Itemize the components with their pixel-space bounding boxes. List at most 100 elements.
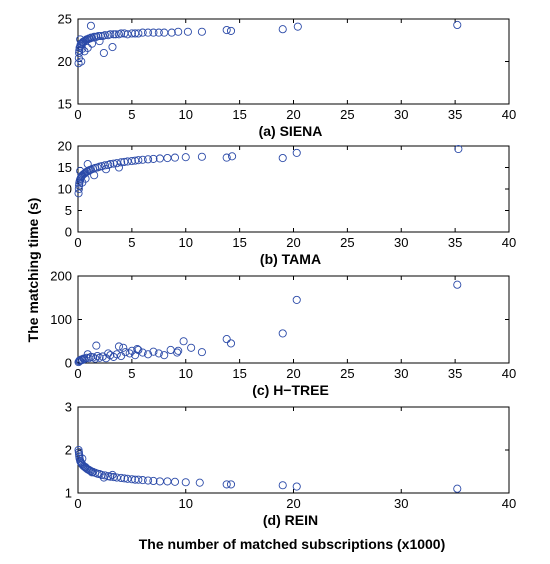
panel-b-tama-data-point	[90, 171, 99, 180]
panel-a-siena-data-point	[174, 27, 183, 36]
panel-d-rein-data-point	[181, 478, 190, 487]
x-axis-label: The number of matched subscriptions (x10…	[139, 536, 446, 552]
panel-b-tama-data-point	[454, 144, 463, 154]
panel-a-siena-data-point	[127, 29, 136, 38]
panel-c-h-tree-x-tick-label: 0	[74, 366, 81, 381]
panel-b-tama-data-point	[76, 166, 85, 175]
panel-a-siena-data-point	[134, 29, 143, 38]
panel-c-h-tree-data-point	[133, 345, 142, 354]
panel-b-tama-data-point	[197, 152, 206, 161]
panel-b-tama-data-point	[74, 184, 83, 194]
panel-d-rein-data-point	[226, 480, 236, 489]
panel-a-siena: 0 5 10 15 20 25 30 35 40 15 20 25 (a) SIENA	[58, 12, 517, 140]
panel-a-siena-data-point	[77, 57, 86, 66]
panel-c-h-tree-data-point	[83, 350, 92, 359]
panel-d-rein-data-point	[97, 470, 106, 479]
panel-c-h-tree-data-point	[91, 354, 100, 363]
panel-a-siena-data-point	[278, 25, 287, 34]
panel-a-siena-data-point	[111, 30, 120, 39]
panel-c-h-tree-data-point	[173, 348, 182, 357]
panel-b-tama-x-tick-label: 40	[502, 235, 516, 250]
panel-a-siena-x-tick-label: 10	[179, 107, 193, 122]
panel-d-rein-data-point	[453, 484, 462, 493]
panel-d-rein-x-tick-label: 20	[286, 496, 300, 511]
panel-c-h-tree-data-point	[292, 295, 301, 304]
panel-a-siena-data-point	[154, 28, 163, 37]
panel-c-h-tree-axes-frame	[77, 275, 510, 364]
panel-c-h-tree-data-point	[453, 280, 462, 289]
panel-d-rein-data-point	[108, 470, 117, 479]
panel-a-siena-data-point	[143, 28, 153, 37]
panel-b-tama-x-tick-label: 0	[74, 235, 81, 250]
panel-c-h-tree-data-point	[93, 351, 102, 361]
panel-c-h-tree-data-point	[125, 349, 134, 358]
panel-a-siena-x-tick-label: 40	[502, 107, 516, 122]
panel-a-siena-data-point	[138, 28, 147, 37]
panel-a-siena-data-point	[226, 26, 236, 35]
panel-c-h-tree-data-point	[114, 342, 123, 351]
panel-b-tama-data-point	[127, 156, 136, 166]
panel-b-tama-data-point	[163, 153, 172, 163]
panel-b-tama-data-point	[100, 161, 109, 170]
panel-b-tama-y-tick-label: 5	[65, 203, 72, 218]
panel-b-tama-y-tick-label: 20	[58, 139, 72, 154]
panel-d-rein-caption: (d) REIN	[263, 512, 318, 528]
panel-a-siena-data-point	[87, 39, 97, 48]
panel-b-tama-data-point	[134, 156, 143, 165]
panel-b-tama-data-point	[222, 153, 231, 162]
panel-c-h-tree-data-point	[112, 350, 121, 359]
panel-d-rein-data-point	[278, 481, 287, 490]
panel-c-h-tree-x-tick-label: 30	[394, 366, 408, 381]
panel-b-tama-axes-frame	[77, 145, 510, 233]
panel-c-h-tree-data-point	[154, 349, 163, 358]
y-axis-label: The matching time (s)	[25, 198, 41, 343]
panel-a-siena-data-point	[149, 28, 158, 37]
panel-b-tama-data-point	[101, 165, 111, 174]
panel-b-tama-data-point	[292, 148, 301, 157]
panel-c-h-tree-data-point	[104, 349, 113, 358]
panel-d-rein-data-point	[143, 476, 153, 485]
panel-a-siena-x-tick-label: 35	[448, 107, 462, 122]
panel-a-siena-y-tick-label: 20	[58, 54, 72, 69]
panel-b-tama-data-point	[109, 159, 118, 168]
panel-a-siena-data-point	[117, 29, 126, 38]
panel-a-siena-data-point	[160, 28, 169, 37]
panel-c-h-tree: 0 5 10 15 20 25 30 35 40 0 100 200 (c) H−TREE	[50, 269, 516, 399]
panel-c-h-tree-data-point	[187, 343, 196, 352]
panel-c-h-tree-data-point	[84, 354, 93, 363]
panel-a-siena-data-point	[108, 43, 117, 52]
panel-d-rein-data-point	[78, 454, 87, 463]
panel-b-tama-x-tick-label: 25	[340, 235, 354, 250]
panel-b-tama-y-tick-label: 0	[65, 225, 72, 240]
panel-c-h-tree-x-tick-label: 15	[232, 366, 246, 381]
panel-d-rein-data-point	[195, 478, 204, 487]
panel-d-rein-data-point	[149, 476, 158, 486]
panel-a-siena-data-point	[183, 27, 192, 36]
panel-d-rein-data-point	[163, 477, 172, 486]
panel-a-siena-caption: (a) SIENA	[259, 123, 323, 139]
panel-c-h-tree-data-point	[222, 335, 231, 344]
panel-a-siena-y-tick-label: 15	[58, 97, 72, 112]
panel-a-siena-x-tick-label: 30	[394, 107, 408, 122]
panel-c-h-tree-caption: (c) H−TREE	[252, 382, 329, 398]
panel-b-tama-x-tick-label: 15	[232, 235, 246, 250]
panel-b-tama-x-tick-label: 30	[394, 235, 408, 250]
panel-b-tama-data-point	[181, 153, 190, 162]
panel-b-tama-y-tick-label: 15	[58, 160, 72, 175]
panel-c-h-tree-data-point	[226, 339, 236, 348]
panel-c-h-tree-x-tick-label: 5	[128, 366, 135, 381]
panel-b-tama-data-point	[114, 163, 123, 172]
panel-d-rein-data-point	[134, 475, 143, 484]
panel-c-h-tree-data-point	[197, 348, 206, 357]
panel-a-siena-x-tick-label: 20	[286, 107, 300, 122]
panel-c-h-tree-x-tick-label: 20	[286, 366, 300, 381]
panel-a-siena-data-point	[100, 31, 109, 40]
panel-c-h-tree-x-tick-label: 25	[340, 366, 354, 381]
panel-b-tama-caption: (b) TAMA	[260, 251, 321, 267]
panel-a-siena-data-point	[106, 30, 115, 39]
panel-a-siena-x-tick-label: 25	[340, 107, 354, 122]
panel-b-tama-data-point	[138, 155, 147, 164]
panel-b-tama-x-tick-label: 10	[179, 235, 193, 250]
panel-d-rein-x-tick-label: 10	[179, 496, 193, 511]
